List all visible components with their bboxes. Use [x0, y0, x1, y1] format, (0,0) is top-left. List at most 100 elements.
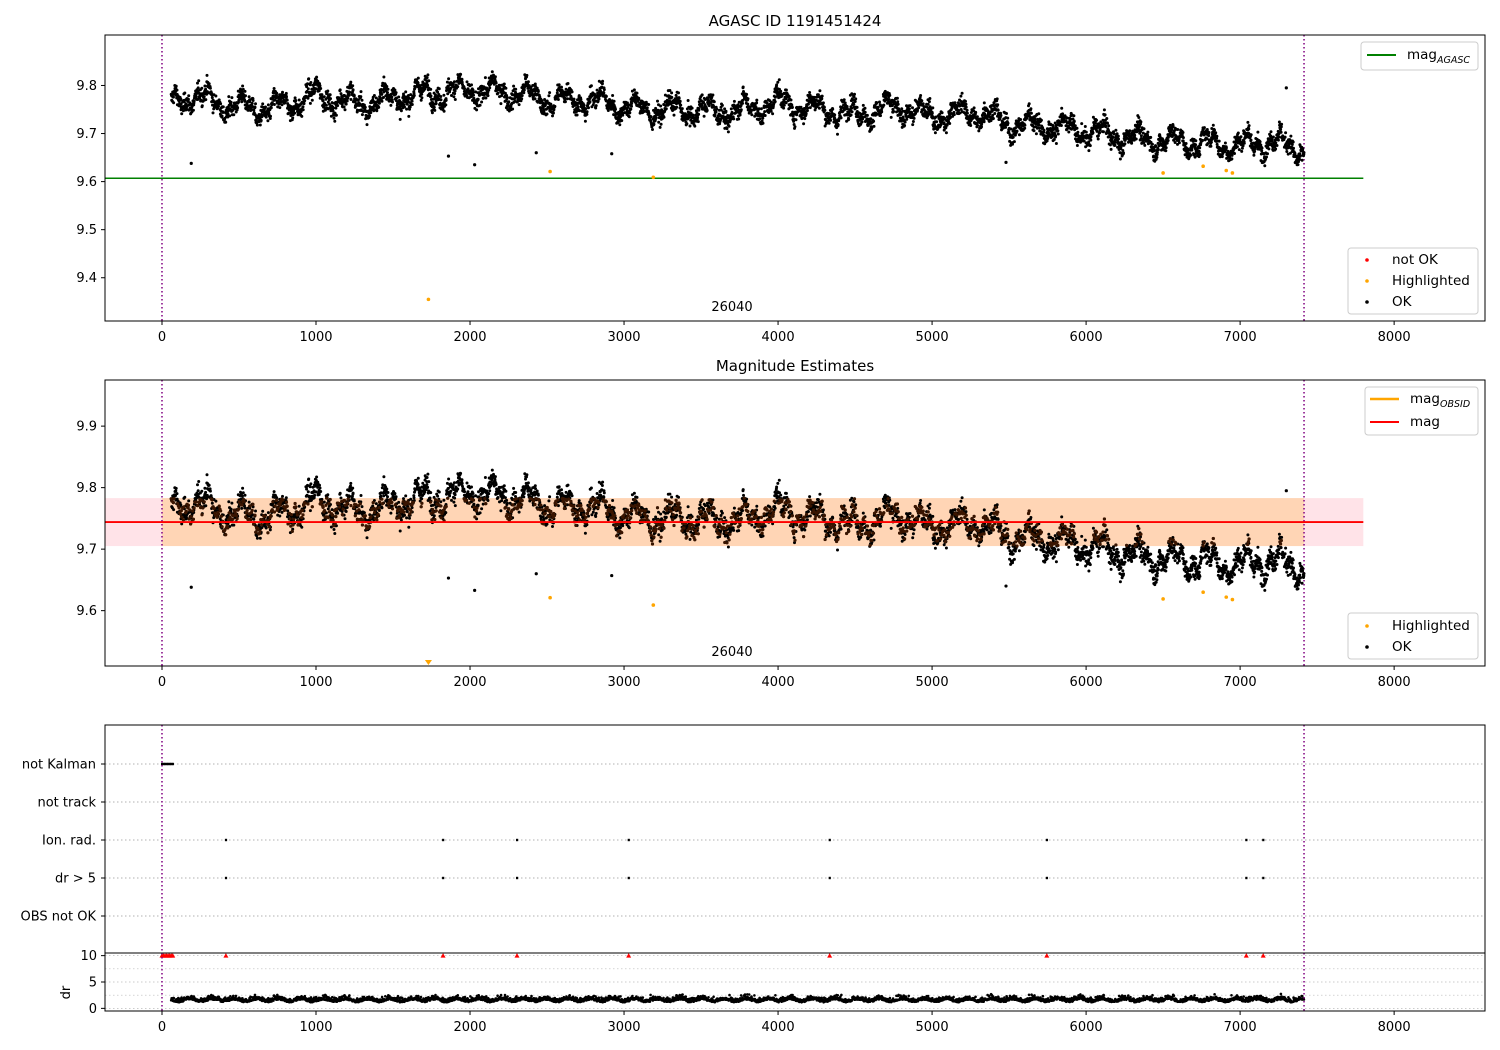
- ok-point: [618, 123, 622, 127]
- ok-point: [338, 88, 342, 92]
- ok-point: [1034, 132, 1038, 136]
- ok-point: [329, 97, 332, 101]
- ok-point: [863, 110, 867, 114]
- ok-point: [976, 124, 980, 127]
- ok-point: [487, 88, 491, 92]
- ok-point: [545, 112, 549, 116]
- ok-point: [347, 93, 351, 97]
- ok-point: [831, 107, 835, 111]
- ok-point: [272, 103, 276, 106]
- ok-point: [410, 103, 414, 106]
- ok-point: [755, 101, 759, 105]
- ok-point: [589, 84, 593, 88]
- agasc-xtick-label: 8000: [1378, 330, 1411, 345]
- ok-point: [560, 85, 563, 89]
- ok-point: [536, 90, 540, 93]
- ok-point: [852, 102, 856, 106]
- ok-point: [964, 102, 968, 106]
- ok-point: [280, 103, 284, 107]
- ok-point: [993, 112, 997, 115]
- ok-point: [1106, 121, 1109, 125]
- ok-point: [502, 82, 506, 86]
- ok-point: [334, 106, 338, 110]
- ok-outlier-point: [189, 161, 193, 165]
- ok-point: [507, 100, 511, 104]
- ok-point: [1267, 147, 1271, 151]
- mag-xtick-label: 1000: [299, 675, 332, 690]
- ok-point: [374, 96, 378, 100]
- magnitude-estimates-marks: 0 1000 2000 3000 4000 5000 6000 7000 80009.69.79…: [76, 380, 1411, 690]
- ok-point: [1270, 138, 1274, 142]
- legend-label-ok: OK: [1392, 294, 1413, 310]
- ok-point: [404, 90, 408, 94]
- ok-point: [630, 104, 633, 108]
- ok-point: [471, 88, 475, 92]
- ok-point: [1109, 147, 1113, 151]
- ok-point: [300, 114, 304, 118]
- ok-point: [1300, 158, 1304, 162]
- ok-point: [408, 107, 411, 111]
- ok-point: [964, 105, 968, 109]
- agasc-panel-title: AGASC ID 1191451424: [709, 12, 882, 30]
- ok-point: [806, 106, 810, 110]
- ok-point: [630, 102, 634, 105]
- ok-point: [219, 102, 223, 106]
- ok-point: [460, 77, 464, 81]
- ok-point: [1023, 126, 1027, 130]
- ok-point: [729, 107, 733, 111]
- ok-point: [896, 100, 900, 104]
- ok-point: [1301, 147, 1305, 151]
- highlighted-point: [1224, 168, 1229, 173]
- ok-point: [688, 124, 692, 128]
- ok-point: [359, 90, 363, 94]
- ok-point: [1134, 137, 1138, 141]
- ok-point: [437, 87, 441, 91]
- ok-point: [437, 93, 441, 96]
- ok-point: [903, 124, 907, 127]
- ok-point: [853, 100, 857, 103]
- ok-point: [1298, 154, 1302, 158]
- ok-point: [1155, 155, 1159, 159]
- ok-point: [585, 112, 589, 116]
- ok-point: [557, 83, 561, 87]
- ok-point: [1143, 143, 1147, 147]
- ok-point: [240, 100, 244, 104]
- ok-point: [267, 111, 271, 115]
- ok-point: [313, 90, 317, 94]
- ok-point: [453, 98, 457, 101]
- agasc-xtick-label: 5000: [916, 330, 949, 345]
- ok-point: [1233, 152, 1236, 155]
- ok-point: [452, 80, 456, 84]
- ok-point: [1116, 134, 1120, 138]
- ok-point: [1009, 127, 1013, 131]
- ok-point: [1296, 163, 1300, 167]
- ok-point: [268, 117, 272, 120]
- ok-point: [444, 103, 448, 107]
- ok-point: [1213, 128, 1216, 132]
- ok-point: [230, 96, 234, 100]
- agasc-panel-annotation: 26040: [711, 300, 752, 315]
- ok-point: [232, 113, 236, 117]
- ok-point: [1155, 151, 1159, 154]
- agasc-line-legend-sub: AGASC: [1436, 55, 1470, 66]
- ok-point: [930, 111, 934, 115]
- ok-point: [416, 76, 420, 80]
- ok-point: [895, 96, 899, 100]
- ok-point: [1096, 134, 1100, 138]
- ok-point: [907, 107, 911, 111]
- ok-point: [386, 91, 389, 95]
- ok-point: [1269, 130, 1273, 134]
- ok-point: [432, 105, 436, 109]
- ok-point: [652, 122, 656, 126]
- ok-point: [1087, 149, 1091, 153]
- ok-point: [1284, 131, 1288, 135]
- ok-point: [548, 91, 552, 95]
- ok-point: [471, 91, 475, 94]
- ok-point: [566, 82, 570, 85]
- ok-point: [849, 113, 853, 117]
- ok-point: [738, 113, 742, 117]
- highlighted-point: [548, 169, 552, 174]
- ok-point: [1139, 134, 1143, 138]
- ok-point: [685, 122, 689, 126]
- ok-point: [773, 100, 777, 104]
